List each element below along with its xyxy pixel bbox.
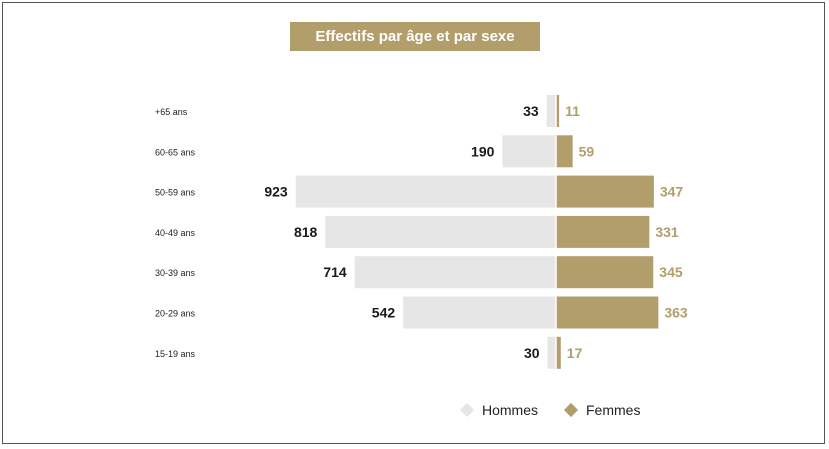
value-label-hommes-20-29-ans: 542 — [372, 305, 396, 321]
value-label-hommes-30-39-ans: 714 — [323, 264, 347, 280]
value-label-femmes-30-39-ans: 345 — [659, 264, 683, 280]
value-label-hommes-15-19-ans: 30 — [524, 345, 540, 361]
bar-hommes-50-59-ans — [295, 175, 556, 208]
bar-femmes-60-65-ans — [556, 135, 573, 168]
bar-femmes-40-49-ans — [556, 215, 650, 248]
legend-label-femmes: Femmes — [586, 402, 641, 418]
legend-item-hommes: Hommes — [459, 402, 539, 418]
value-label-femmes-65-ans: 11 — [565, 103, 580, 119]
legend-swatch-femmes — [563, 402, 579, 418]
legend-label-hommes: Hommes — [482, 402, 539, 418]
value-label-femmes-15-19-ans: 17 — [567, 345, 583, 361]
value-label-hommes-60-65-ans: 190 — [471, 143, 495, 159]
bar-femmes-65-ans — [556, 95, 560, 127]
legend-swatch-hommes — [459, 402, 475, 418]
bar-hommes-30-39-ans — [354, 256, 556, 289]
bar-hommes-20-29-ans — [403, 296, 556, 329]
value-label-femmes-60-65-ans: 59 — [579, 143, 595, 159]
category-label-30-39-ans: 30-39 ans — [155, 268, 196, 278]
bar-femmes-50-59-ans — [556, 175, 654, 208]
bar-femmes-30-39-ans — [556, 256, 654, 289]
bar-femmes-15-19-ans — [556, 336, 561, 369]
legend-item-femmes: Femmes — [563, 402, 641, 418]
value-label-hommes-40-49-ans: 818 — [294, 224, 318, 240]
value-label-femmes-20-29-ans: 363 — [664, 305, 688, 321]
bar-femmes-20-29-ans — [556, 296, 659, 329]
value-label-femmes-40-49-ans: 331 — [655, 224, 679, 240]
category-label-60-65-ans: 60-65 ans — [155, 147, 196, 157]
bar-hommes-60-65-ans — [502, 135, 556, 168]
category-label-20-29-ans: 20-29 ans — [155, 309, 196, 319]
value-label-hommes-50-59-ans: 923 — [264, 184, 288, 200]
value-label-hommes-65-ans: 33 — [523, 103, 539, 119]
value-label-femmes-50-59-ans: 347 — [660, 184, 684, 200]
bar-hommes-40-49-ans — [325, 215, 556, 248]
bar-hommes-15-19-ans — [547, 336, 556, 369]
category-label-50-59-ans: 50-59 ans — [155, 188, 196, 198]
category-label-40-49-ans: 40-49 ans — [155, 228, 196, 238]
category-label-65-ans: +65 ans — [155, 107, 188, 117]
category-label-15-19-ans: 15-19 ans — [155, 349, 196, 359]
chart-title: Effectifs par âge et par sexe — [290, 22, 540, 51]
bar-hommes-65-ans — [546, 95, 556, 127]
